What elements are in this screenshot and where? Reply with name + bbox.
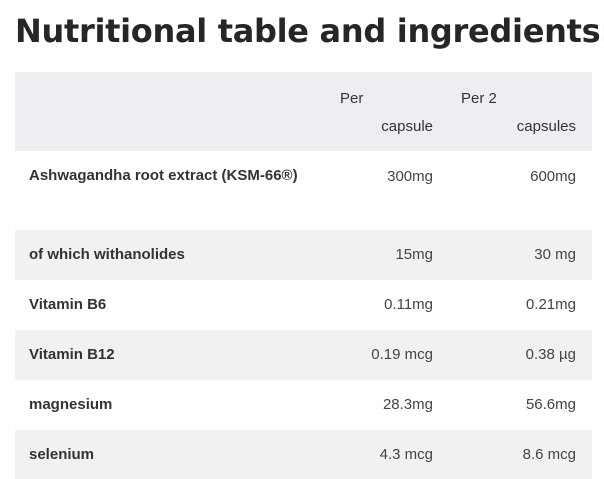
per-capsule-value: 28.3mg (382, 396, 433, 413)
per-capsule-value: 300mg (387, 168, 433, 185)
table-row: selenium 4.3 mcg 8.6 mcg (15, 430, 592, 479)
nutrition-table: Per capsule Per 2 capsules Ashwagandha r… (15, 72, 592, 479)
header-per-capsule-line2: capsule (381, 118, 433, 135)
table-row: Vitamin B12 0.19 mcg 0.38 µg (15, 330, 592, 380)
ingredient-name: of which withanolides (29, 246, 185, 263)
ingredient-name: Vitamin B6 (29, 296, 107, 313)
header-per-capsule-line1: Per (340, 90, 364, 107)
table-row: Ashwagandha root extract (KSM-66®) 300mg… (15, 151, 592, 230)
per-capsule-value: 0.19 mcg (371, 346, 433, 363)
ingredient-name: Vitamin B12 (29, 346, 115, 363)
per-2-capsules-value: 56.6mg (525, 396, 576, 413)
ingredient-name: Ashwagandha root extract (KSM-66®) (29, 167, 298, 184)
ingredient-name: selenium (29, 446, 95, 463)
table-header-row: Per capsule Per 2 capsules (15, 72, 592, 151)
per-2-capsules-value: 30 mg (534, 246, 576, 263)
ingredient-name: magnesium (29, 396, 113, 413)
per-capsule-value: 15mg (395, 246, 433, 263)
per-capsule-value: 0.11mg (384, 296, 433, 313)
header-per-2-capsules-line2: capsules (516, 118, 576, 135)
table-row: Vitamin B6 0.11mg 0.21mg (15, 280, 592, 330)
per-2-capsules-value: 0.38 µg (525, 346, 576, 363)
per-capsule-value: 4.3 mcg (379, 446, 433, 463)
header-per-2-capsules-line1: Per 2 (461, 90, 497, 107)
per-2-capsules-value: 0.21mg (525, 296, 576, 313)
per-2-capsules-value: 8.6 mcg (522, 446, 576, 463)
table-row: magnesium 28.3mg 56.6mg (15, 380, 592, 430)
per-2-capsules-value: 600mg (530, 168, 576, 185)
table-row: of which withanolides 15mg 30 mg (15, 230, 592, 280)
page-title: Nutritional table and ingredients: (15, 12, 604, 50)
